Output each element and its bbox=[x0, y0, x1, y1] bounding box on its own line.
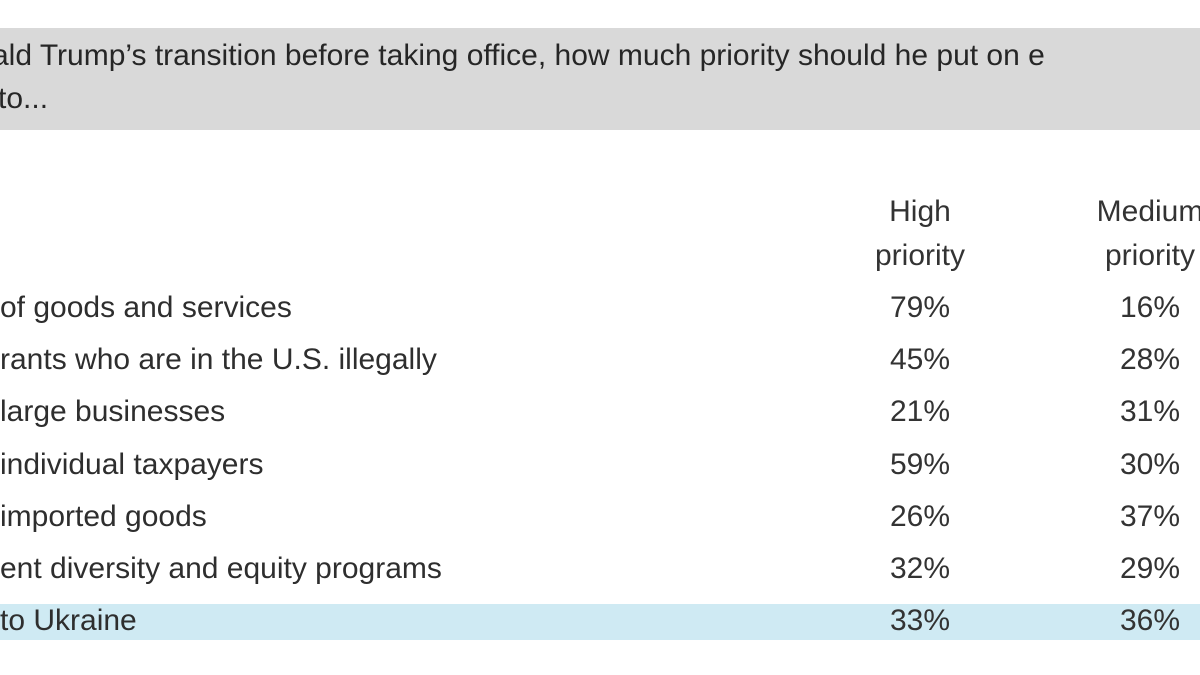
row-value-medium: 30% bbox=[1119, 448, 1181, 481]
row-label: rants who are in the U.S. illegally bbox=[0, 343, 437, 376]
row-value-high: 79% bbox=[889, 291, 951, 324]
row-value-high: 59% bbox=[889, 448, 951, 481]
row-value-high: 26% bbox=[889, 500, 951, 533]
row-value-medium: 31% bbox=[1119, 395, 1181, 428]
question-text-line-2: to... bbox=[0, 82, 49, 115]
row-label-highlighted: to Ukraine bbox=[0, 604, 137, 637]
column-header-high-line-2: priority bbox=[874, 239, 965, 272]
question-banner: ald Trump’s transition before taking off… bbox=[0, 28, 1200, 130]
column-header-medium-line-1: Medium bbox=[1096, 195, 1200, 228]
row-value-medium: 28% bbox=[1119, 343, 1181, 376]
row-label: individual taxpayers bbox=[0, 448, 264, 481]
column-header-medium-line-2: priority bbox=[1104, 239, 1195, 272]
row-value-high: 32% bbox=[889, 552, 951, 585]
row-value-high: 21% bbox=[889, 395, 951, 428]
row-value-medium: 36% bbox=[1119, 604, 1181, 637]
column-header-medium-priority: Medium priority bbox=[1070, 190, 1200, 278]
row-label: imported goods bbox=[0, 500, 207, 533]
question-text-line-1: ald Trump’s transition before taking off… bbox=[0, 39, 1045, 72]
highlighted-row-background bbox=[0, 604, 1200, 640]
column-header-high-priority: High priority bbox=[840, 190, 1000, 278]
column-header-high-line-1: High bbox=[889, 195, 951, 228]
row-label: ent diversity and equity programs bbox=[0, 552, 442, 585]
row-label: of goods and services bbox=[0, 291, 292, 324]
row-label: large businesses bbox=[0, 395, 226, 428]
row-value-high: 45% bbox=[889, 343, 951, 376]
row-value-medium: 29% bbox=[1119, 552, 1181, 585]
row-value-high: 33% bbox=[889, 604, 951, 637]
row-value-medium: 16% bbox=[1119, 291, 1181, 324]
row-value-medium: 37% bbox=[1119, 500, 1181, 533]
